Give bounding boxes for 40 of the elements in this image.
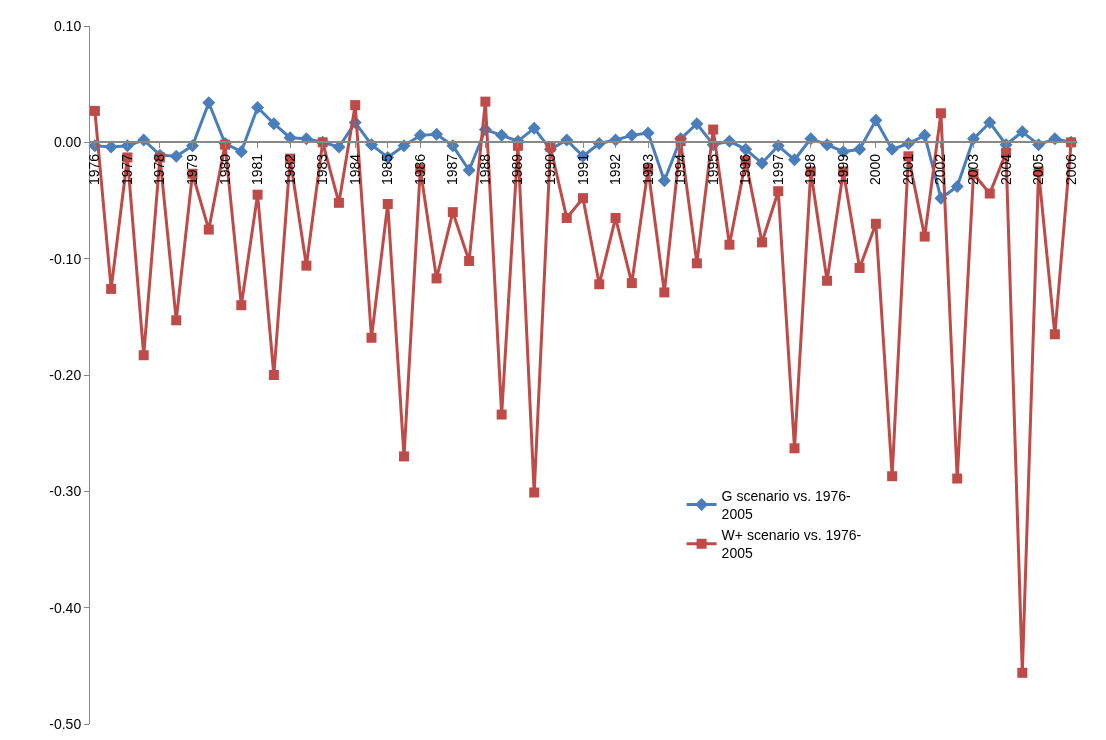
x-tick-label: 1985 xyxy=(379,153,396,186)
x-tick-label: 1979 xyxy=(184,153,201,186)
x-tick-label: 1998 xyxy=(802,153,819,186)
x-tick-label: 1994 xyxy=(672,153,689,186)
x-tick-label: 1986 xyxy=(411,153,428,186)
x-tick-label: 1982 xyxy=(281,153,298,186)
x-tick-label: 1996 xyxy=(737,153,754,186)
x-tick-label: 1983 xyxy=(314,153,331,186)
x-tick-label: 1988 xyxy=(476,153,493,186)
x-tick-label: 1984 xyxy=(346,153,363,186)
y-tick-label: -0.20 xyxy=(49,366,82,383)
x-tick-label: 2002 xyxy=(932,153,949,186)
x-tick-label: 1977 xyxy=(118,153,135,186)
x-tick-label: 1997 xyxy=(769,153,786,186)
x-tick-label: 2000 xyxy=(867,153,884,186)
x-tick-label: 1993 xyxy=(639,153,656,186)
x-tick-label: 1980 xyxy=(216,153,233,186)
x-tick-label: 1989 xyxy=(509,153,526,186)
x-tick-label: 2001 xyxy=(899,153,916,186)
legend-label: G scenario vs. 1976-2005 xyxy=(721,487,852,522)
y-tick-label: -0.30 xyxy=(49,483,82,500)
y-tick-label: 0.10 xyxy=(53,17,82,34)
x-tick-label: 2005 xyxy=(1030,153,1047,186)
x-tick-label: 1987 xyxy=(444,153,461,186)
y-tick-label: -0.10 xyxy=(49,250,82,267)
legend-label: W+ scenario vs. 1976-2005 xyxy=(721,527,862,562)
x-tick-label: 1991 xyxy=(574,153,591,186)
x-tick-label: 1990 xyxy=(542,153,559,186)
x-tick-label: 1978 xyxy=(151,153,168,186)
x-tick-label: 1992 xyxy=(607,153,624,186)
x-tick-label: 1981 xyxy=(249,153,266,186)
y-tick-label: -0.40 xyxy=(49,599,82,616)
x-tick-label: 2003 xyxy=(965,153,982,186)
y-tick-label: 0.00 xyxy=(53,134,82,151)
x-tick-label: 1995 xyxy=(704,153,721,186)
x-tick-label: 1999 xyxy=(834,153,851,186)
x-tick-label: 1976 xyxy=(86,153,103,186)
x-tick-label: 2006 xyxy=(1062,153,1079,186)
x-tick-label: 2004 xyxy=(997,153,1014,186)
y-tick-label: -0.50 xyxy=(49,715,82,732)
